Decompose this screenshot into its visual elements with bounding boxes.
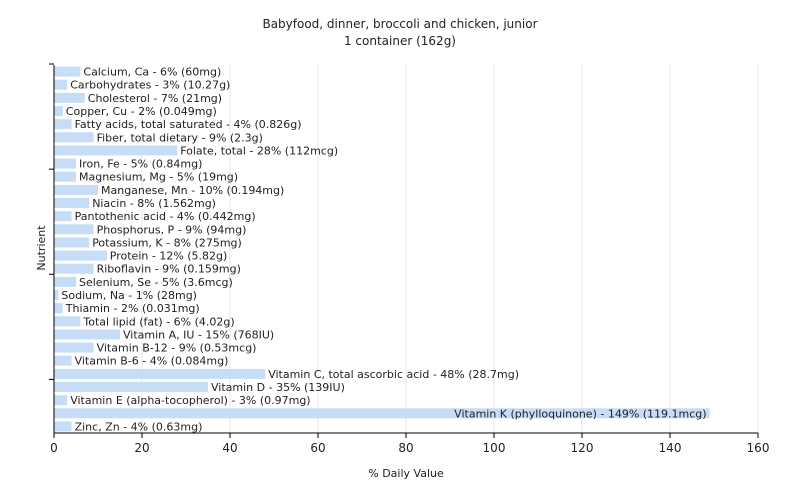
- bar-label: Zinc, Zn - 4% (0.63mg): [75, 420, 203, 433]
- bar-label: Folate, total - 28% (112mcg): [180, 144, 338, 157]
- x-tick-label: 80: [398, 441, 413, 455]
- bar: [54, 342, 94, 353]
- bar: [54, 303, 63, 314]
- bar: [54, 421, 72, 432]
- bar: [54, 92, 85, 103]
- bar: [54, 132, 94, 143]
- x-tick-labels: 0 20 40 60 80 100 120 140 160: [50, 441, 769, 455]
- x-tick-label: 120: [571, 441, 594, 455]
- bar-label: Calcium, Ca - 6% (60mg): [83, 66, 221, 79]
- bar: [54, 368, 266, 379]
- bar-label: Selenium, Se - 5% (3.6mcg): [79, 276, 233, 289]
- grid: [141, 65, 759, 433]
- bar-label: Niacin - 8% (1.562mg): [92, 197, 216, 210]
- bar-label: Potassium, K - 8% (275mg): [92, 236, 242, 249]
- axes: [49, 63, 759, 438]
- x-axis-title: % Daily Value: [368, 467, 444, 480]
- bar: [54, 184, 98, 195]
- bar: [54, 66, 81, 77]
- bar-label: Iron, Fe - 5% (0.84mg): [79, 158, 202, 171]
- bar-label: Vitamin B-6 - 4% (0.084mg): [75, 355, 229, 368]
- bar-label: Fatty acids, total saturated - 4% (0.826…: [75, 118, 302, 131]
- bar-label: Vitamin A, IU - 15% (768IU): [123, 328, 274, 341]
- bar-label: Sodium, Na - 1% (28mg): [61, 289, 197, 302]
- bar-label: Carbohydrates - 3% (10.27g): [70, 79, 230, 92]
- chart-subtitle: 1 container (162g): [344, 34, 456, 48]
- bar-label: Phosphorus, P - 9% (94mg): [97, 223, 247, 236]
- bar: [54, 79, 68, 90]
- bar-label: Fiber, total dietary - 9% (2.3g): [97, 131, 263, 144]
- bar: [54, 198, 90, 208]
- bar-label: Copper, Cu - 2% (0.049mg): [66, 105, 217, 118]
- bar: [54, 382, 208, 392]
- bar: [54, 355, 72, 366]
- bars: Calcium, Ca - 6% (60mg)Carbohydrates - 3…: [54, 66, 710, 433]
- bar: [54, 211, 72, 222]
- bar-label: Protein - 12% (5.82g): [110, 250, 228, 263]
- bar: [54, 316, 81, 327]
- x-tick-label: 140: [659, 441, 682, 455]
- bar-label: Vitamin K (phylloquinone) - 149% (119.1m…: [454, 407, 706, 420]
- bar: [54, 106, 63, 116]
- x-tick-label: 60: [310, 441, 325, 455]
- bar: [54, 145, 178, 156]
- bar: [54, 276, 76, 287]
- bar-label: Vitamin C, total ascorbic acid - 48% (28…: [268, 368, 519, 381]
- bar: [54, 263, 94, 274]
- x-tick-label: 20: [134, 441, 149, 455]
- bar: [54, 250, 107, 261]
- bar: [54, 237, 90, 248]
- x-tick-label: 100: [483, 441, 506, 455]
- bar-label: Cholesterol - 7% (21mg): [88, 92, 222, 105]
- bar-label: Total lipid (fat) - 6% (4.02g): [82, 315, 234, 328]
- x-tick-label: 160: [747, 441, 770, 455]
- bar-label: Manganese, Mn - 10% (0.194mg): [101, 184, 284, 197]
- y-axis-title: Nutrient: [35, 225, 48, 271]
- bar: [54, 329, 120, 340]
- bar: [54, 119, 72, 130]
- bar: [54, 290, 59, 300]
- bar: [54, 408, 710, 419]
- bar-label: Vitamin B-12 - 9% (0.53mcg): [97, 342, 257, 355]
- bar: [54, 171, 76, 182]
- bar-label: Pantothenic acid - 4% (0.442mg): [75, 210, 256, 223]
- bar: [54, 158, 76, 169]
- bar-label: Thiamin - 2% (0.031mg): [65, 302, 200, 315]
- chart-title: Babyfood, dinner, broccoli and chicken, …: [262, 17, 537, 31]
- x-tick-label: 0: [50, 441, 58, 455]
- bar-label: Magnesium, Mg - 5% (19mg): [79, 171, 238, 184]
- bar: [54, 395, 68, 406]
- bar-label: Vitamin D - 35% (139IU): [211, 381, 345, 394]
- x-tick-label: 40: [222, 441, 237, 455]
- bar: [54, 224, 94, 235]
- bar-label: Vitamin E (alpha-tocopherol) - 3% (0.97m…: [70, 394, 310, 407]
- bar-label: Riboflavin - 9% (0.159mg): [97, 263, 241, 276]
